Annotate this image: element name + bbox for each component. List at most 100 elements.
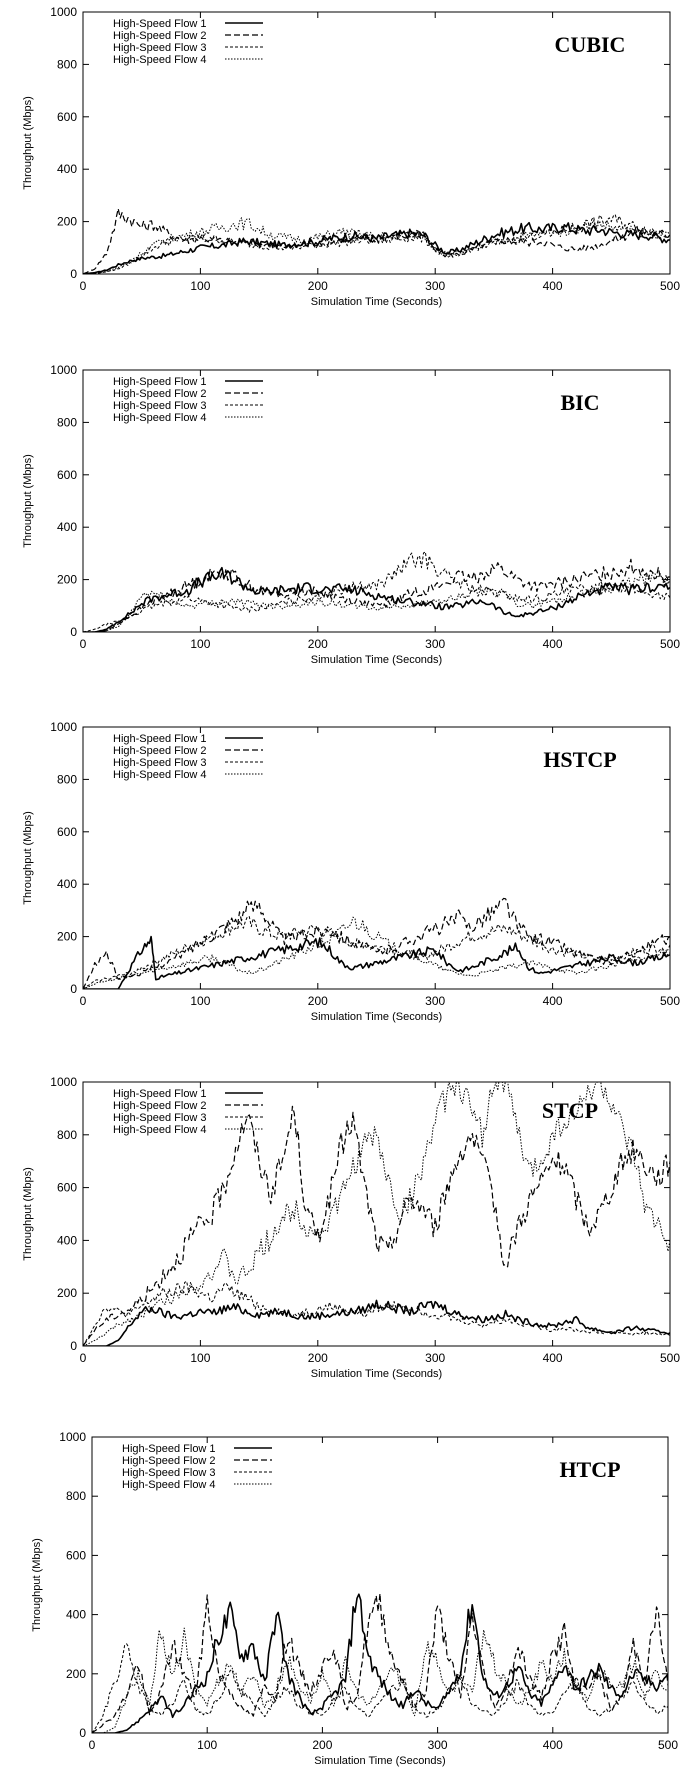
y-tick-label: 600 bbox=[57, 1181, 77, 1195]
y-tick-label: 1000 bbox=[50, 363, 77, 377]
series-line-high-speed-flow-4 bbox=[92, 1627, 668, 1733]
y-tick-label: 200 bbox=[57, 573, 77, 587]
chart-title: HTCP bbox=[559, 1457, 620, 1482]
y-tick-label: 400 bbox=[57, 877, 77, 891]
x-tick-label: 300 bbox=[428, 1738, 448, 1752]
y-tick-label: 1000 bbox=[50, 5, 77, 19]
x-tick-label: 100 bbox=[190, 1351, 210, 1365]
series-group bbox=[83, 208, 670, 274]
y-tick-label: 400 bbox=[57, 520, 77, 534]
series-line-high-speed-flow-4 bbox=[83, 916, 670, 989]
legend-label-high-speed-flow-3: High-Speed Flow 3 bbox=[122, 1467, 216, 1479]
legend-label-high-speed-flow-3: High-Speed Flow 3 bbox=[113, 757, 207, 769]
x-tick-label: 500 bbox=[660, 637, 680, 651]
y-tick-label: 600 bbox=[57, 110, 77, 124]
legend-label-high-speed-flow-4: High-Speed Flow 4 bbox=[113, 54, 207, 66]
legend-label-high-speed-flow-2: High-Speed Flow 2 bbox=[113, 388, 207, 400]
x-tick-label: 100 bbox=[190, 994, 210, 1008]
x-tick-label: 400 bbox=[543, 1738, 563, 1752]
x-axis-label: Simulation Time (Seconds) bbox=[311, 1368, 442, 1380]
x-tick-label: 200 bbox=[308, 1351, 328, 1365]
y-axis-label: Throughput (Mbps) bbox=[31, 1538, 43, 1632]
y-tick-label: 800 bbox=[57, 772, 77, 786]
series-line-high-speed-flow-1 bbox=[83, 935, 670, 989]
legend-label-high-speed-flow-2: High-Speed Flow 2 bbox=[113, 1100, 207, 1112]
x-tick-label: 500 bbox=[660, 1351, 680, 1365]
legend-label-high-speed-flow-4: High-Speed Flow 4 bbox=[113, 1124, 207, 1136]
chart-svg-htcp: 0 100 200 300 400 500 0 200 400 600 800 1000 Simulat… bbox=[31, 1430, 678, 1767]
chart-panel-cubic: 0 100 200 300 400 500 0 200 400 600 800 1000 Simulat… bbox=[0, 0, 688, 314]
y-tick-label: 800 bbox=[57, 415, 77, 429]
legend-label-high-speed-flow-1: High-Speed Flow 1 bbox=[113, 18, 207, 30]
x-tick-label: 100 bbox=[190, 279, 210, 293]
chart-svg-stcp: 0 100 200 300 400 500 0 200 400 600 800 1000 Simulat… bbox=[22, 1075, 680, 1380]
x-axis-label: Simulation Time (Seconds) bbox=[314, 1755, 445, 1767]
series-line-high-speed-flow-3 bbox=[83, 551, 670, 632]
y-axis-label: Throughput (Mbps) bbox=[22, 454, 34, 548]
y-tick-label: 0 bbox=[79, 1726, 86, 1740]
x-tick-label: 400 bbox=[543, 1351, 563, 1365]
y-tick-label: 400 bbox=[66, 1608, 86, 1622]
plot-frame bbox=[82, 726, 671, 990]
x-tick-label: 200 bbox=[312, 1738, 332, 1752]
chart-title: BIC bbox=[560, 390, 599, 415]
chart-panel-hstcp: 0 100 200 300 400 500 0 200 400 600 800 1000 Simulat… bbox=[0, 715, 688, 1029]
y-tick-label: 200 bbox=[57, 215, 77, 229]
legend-label-high-speed-flow-2: High-Speed Flow 2 bbox=[122, 1455, 216, 1467]
y-tick-label: 0 bbox=[70, 982, 77, 996]
series-line-high-speed-flow-3 bbox=[92, 1643, 668, 1733]
chart-title: CUBIC bbox=[555, 32, 626, 57]
y-tick-label: 1000 bbox=[50, 720, 77, 734]
series-line-high-speed-flow-1 bbox=[83, 566, 670, 632]
y-tick-label: 800 bbox=[57, 1128, 77, 1142]
y-axis-label: Throughput (Mbps) bbox=[22, 811, 34, 905]
series-line-high-speed-flow-3 bbox=[83, 916, 670, 989]
chart-svg-hstcp: 0 100 200 300 400 500 0 200 400 600 800 1000 Simulat… bbox=[22, 720, 680, 1023]
plot-frame bbox=[91, 1436, 669, 1734]
legend-label-high-speed-flow-3: High-Speed Flow 3 bbox=[113, 1112, 207, 1124]
y-tick-label: 0 bbox=[70, 1339, 77, 1353]
chart-title: HSTCP bbox=[543, 747, 616, 772]
x-tick-label: 300 bbox=[425, 1351, 445, 1365]
series-group bbox=[83, 551, 670, 632]
chart-title: STCP bbox=[542, 1098, 598, 1123]
x-tick-label: 200 bbox=[308, 279, 328, 293]
series-group bbox=[83, 1082, 670, 1346]
x-tick-label: 0 bbox=[89, 1738, 96, 1752]
chart-svg-bic: 0 100 200 300 400 500 0 200 400 600 800 1000 Simulat… bbox=[22, 363, 680, 666]
plot-frame bbox=[82, 11, 671, 275]
chart-panel-bic: 0 100 200 300 400 500 0 200 400 600 800 1000 Simulat… bbox=[0, 358, 688, 672]
legend-label-high-speed-flow-1: High-Speed Flow 1 bbox=[113, 1088, 207, 1100]
y-tick-label: 0 bbox=[70, 625, 77, 639]
x-tick-label: 100 bbox=[190, 637, 210, 651]
x-axis-label: Simulation Time (Seconds) bbox=[311, 1011, 442, 1023]
x-tick-label: 0 bbox=[80, 637, 87, 651]
series-line-high-speed-flow-2 bbox=[83, 1105, 670, 1346]
x-tick-label: 300 bbox=[425, 637, 445, 651]
x-tick-label: 500 bbox=[660, 279, 680, 293]
series-line-high-speed-flow-4 bbox=[83, 1082, 670, 1346]
x-tick-label: 0 bbox=[80, 1351, 87, 1365]
legend-label-high-speed-flow-2: High-Speed Flow 2 bbox=[113, 745, 207, 757]
legend-label-high-speed-flow-4: High-Speed Flow 4 bbox=[113, 412, 207, 424]
legend-label-high-speed-flow-3: High-Speed Flow 3 bbox=[113, 42, 207, 54]
y-tick-label: 1000 bbox=[50, 1075, 77, 1089]
y-tick-label: 600 bbox=[57, 468, 77, 482]
series-line-high-speed-flow-1 bbox=[83, 1299, 670, 1346]
legend-label-high-speed-flow-3: High-Speed Flow 3 bbox=[113, 400, 207, 412]
x-tick-label: 500 bbox=[660, 994, 680, 1008]
x-tick-label: 0 bbox=[80, 279, 87, 293]
series-line-high-speed-flow-2 bbox=[83, 558, 670, 632]
series-line-high-speed-flow-2 bbox=[92, 1592, 668, 1733]
legend-label-high-speed-flow-1: High-Speed Flow 1 bbox=[122, 1443, 216, 1455]
series-line-high-speed-flow-2 bbox=[83, 897, 670, 989]
series-line-high-speed-flow-2 bbox=[83, 208, 670, 274]
y-axis-label: Throughput (Mbps) bbox=[22, 1167, 34, 1261]
series-line-high-speed-flow-3 bbox=[83, 1280, 670, 1346]
series-line-high-speed-flow-4 bbox=[83, 217, 670, 274]
y-tick-label: 1000 bbox=[59, 1430, 86, 1444]
y-tick-label: 200 bbox=[57, 930, 77, 944]
series-line-high-speed-flow-4 bbox=[83, 572, 670, 632]
legend-label-high-speed-flow-1: High-Speed Flow 1 bbox=[113, 376, 207, 388]
